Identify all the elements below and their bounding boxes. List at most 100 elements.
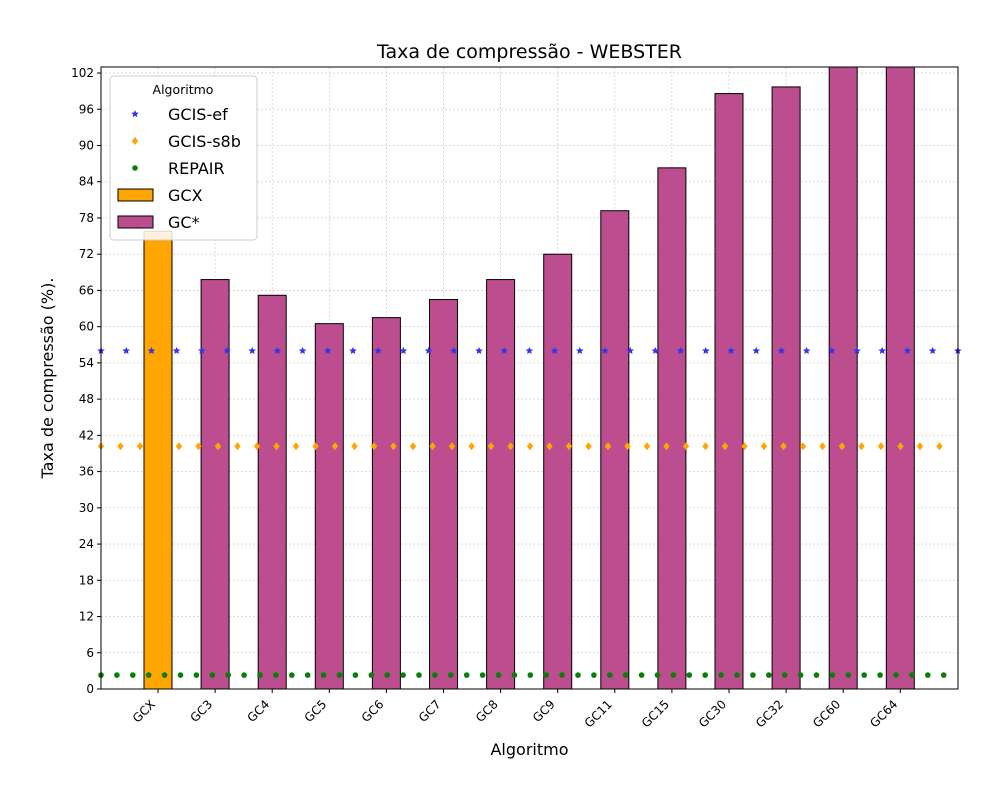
ref-marker-gcis-s8b	[604, 442, 612, 451]
ref-marker-gcis-ef	[853, 346, 861, 355]
ref-marker-repair	[622, 672, 629, 678]
y-tick-label: 42	[79, 428, 94, 442]
ref-marker-gcis-s8b	[156, 442, 163, 451]
y-tick-label: 66	[79, 283, 94, 297]
ref-marker-gcis-s8b	[117, 442, 124, 451]
ref-marker-gcis-s8b	[526, 442, 534, 451]
ref-marker-gcis-ef	[878, 346, 886, 355]
bar-gc7	[429, 298, 458, 690]
ref-marker-gcis-s8b	[370, 442, 378, 451]
ref-marker-gcis-s8b	[253, 442, 261, 451]
ref-marker-gcis-s8b	[877, 442, 885, 451]
legend-marker-repair	[132, 165, 138, 171]
y-tick-label: 24	[79, 537, 94, 551]
y-tick-label: 48	[79, 392, 94, 406]
ref-marker-gcis-s8b	[936, 442, 943, 451]
ref-marker-gcis-s8b	[585, 442, 592, 451]
ref-marker-repair	[130, 672, 136, 678]
ref-marker-gcis-ef	[248, 346, 256, 355]
y-tick-label: 54	[79, 356, 94, 370]
ref-marker-repair	[352, 672, 359, 678]
ref-marker-gcis-s8b	[390, 442, 397, 451]
ref-marker-gcis-s8b	[448, 442, 456, 451]
bar-gc6	[371, 317, 401, 690]
y-axis-title: Taxa de compressão (%).	[38, 278, 57, 480]
ref-marker-gcis-ef	[147, 346, 156, 355]
ref-marker-repair	[734, 672, 740, 678]
ref-marker-repair	[495, 672, 502, 678]
ref-marker-gcis-ef	[550, 346, 559, 355]
ref-marker-gcis-s8b	[780, 442, 787, 451]
ref-marker-gcis-ef	[777, 346, 786, 355]
ref-marker-gcis-s8b	[565, 442, 573, 451]
ref-marker-repair	[177, 672, 184, 678]
y-tick-label: 6	[86, 646, 94, 660]
ref-marker-gcis-ef	[802, 346, 811, 355]
ref-marker-repair	[193, 672, 200, 678]
bar-gc3	[200, 279, 230, 690]
ref-marker-gcis-s8b	[546, 442, 553, 451]
ref-marker-repair	[813, 672, 820, 678]
plot-frame	[100, 66, 959, 690]
ref-marker-gcis-ef	[424, 346, 433, 355]
ref-marker-gcis-ef	[475, 346, 483, 355]
legend-title: Algoritmo	[153, 82, 214, 97]
ref-marker-repair	[575, 672, 581, 678]
legend-marker-gcis-ef	[131, 110, 139, 118]
y-tick-label: 60	[79, 320, 94, 334]
ref-marker-repair	[145, 672, 152, 678]
y-axis: 0 6 12 18 24 30 36 42 48 54 60 66 72 78 84 90 96 102	[71, 66, 101, 696]
ref-marker-repair	[877, 672, 883, 678]
ref-marker-gcis-s8b	[897, 442, 904, 451]
ref-marker-gcis-ef	[324, 346, 332, 355]
ref-marker-gcis-ef	[576, 346, 584, 355]
y-tick-label: 30	[79, 501, 94, 515]
ref-marker-gcis-s8b	[507, 442, 514, 451]
ref-marker-repair	[400, 672, 406, 678]
ref-marker-repair	[893, 672, 899, 678]
ref-marker-gcis-ef	[752, 346, 760, 355]
ref-marker-repair	[638, 672, 645, 678]
ref-marker-repair	[479, 672, 486, 678]
ref-marker-repair	[432, 672, 438, 678]
legend-marker-gcis-s8b	[131, 137, 139, 145]
ref-marker-repair	[766, 672, 772, 678]
ref-marker-gcis-s8b	[468, 442, 475, 451]
ref-marker-gcis-ef	[626, 346, 634, 355]
ref-marker-gcis-s8b	[916, 442, 924, 451]
ref-marker-repair	[304, 672, 311, 678]
ref-marker-gcis-ef	[928, 346, 937, 355]
ref-marker-gcis-s8b	[409, 442, 417, 451]
ref-marker-repair	[336, 672, 343, 678]
ref-marker-repair	[384, 672, 391, 678]
bar-gcx	[143, 230, 173, 690]
bars-layer	[143, 66, 915, 690]
ref-marker-gcis-ef	[525, 346, 534, 355]
legend-label: GCIS-ef	[168, 105, 228, 124]
ref-marker-repair	[702, 672, 708, 678]
ref-marker-gcis-ef	[903, 346, 912, 355]
ref-marker-gcis-ef	[651, 346, 660, 355]
legend-label: GC*	[168, 213, 200, 232]
bar-gc8	[486, 279, 516, 690]
ref-marker-repair	[940, 672, 947, 678]
ref-marker-repair	[368, 672, 375, 678]
ref-marker-repair	[543, 672, 549, 678]
ref-marker-gcis-ef	[172, 346, 181, 355]
ref-line-gcis-ef	[97, 346, 962, 355]
ref-marker-repair	[161, 672, 168, 678]
ref-marker-gcis-s8b	[331, 442, 339, 451]
legend-label: GCX	[168, 186, 203, 205]
ref-marker-gcis-s8b	[312, 442, 319, 451]
ref-marker-gcis-ef	[223, 346, 231, 355]
ref-marker-repair	[670, 672, 677, 678]
ref-marker-gcis-ef	[349, 346, 357, 355]
ref-marker-gcis-ef	[828, 346, 836, 355]
bar-gc64	[885, 66, 915, 690]
ref-marker-gcis-s8b	[292, 442, 300, 451]
ref-marker-gcis-ef	[702, 346, 710, 355]
ref-marker-gcis-s8b	[721, 442, 729, 451]
bar-gc11	[600, 210, 630, 690]
